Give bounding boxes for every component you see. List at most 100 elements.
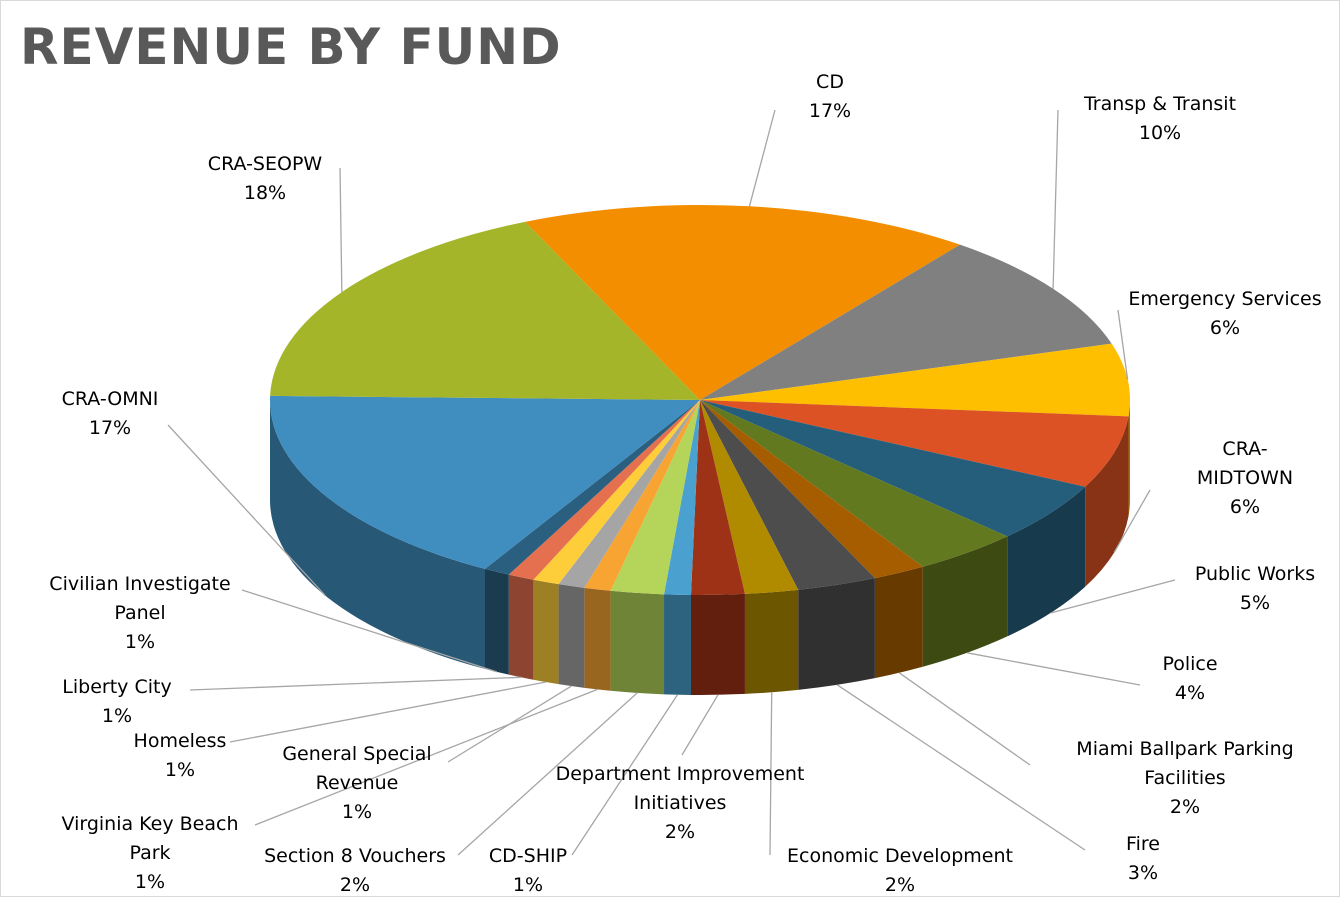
leader-line: [898, 672, 1031, 766]
value-label: 10%: [1138, 122, 1182, 144]
value-label: 2%: [1169, 796, 1201, 818]
value-label: 1%: [341, 801, 373, 823]
slice: [700, 244, 1112, 400]
slice-side: [485, 568, 509, 675]
value-label: 17%: [808, 100, 852, 122]
value-label: 1%: [512, 874, 544, 896]
leader-line: [241, 589, 498, 673]
category-label: Homeless: [133, 730, 227, 752]
slice: [700, 400, 1086, 537]
slice-side: [664, 594, 691, 695]
value-label: 2%: [339, 874, 371, 896]
category-label: Police: [1162, 653, 1218, 675]
leader-line: [447, 685, 572, 763]
category-label: Public Works: [1194, 563, 1316, 585]
value-label: 17%: [88, 417, 132, 439]
value-label: 2%: [664, 821, 696, 843]
leader-line: [1050, 579, 1176, 614]
leader-line: [254, 688, 598, 826]
data-label: Miami Ballpark Parking Facilities 2%: [1050, 735, 1320, 822]
slice: [584, 400, 700, 591]
leader-line: [1052, 109, 1059, 289]
slice-side: [270, 400, 485, 669]
data-label: Homeless 1%: [120, 727, 240, 785]
value-label: 18%: [243, 182, 287, 204]
category-label: CRA-SEOPW: [207, 153, 323, 175]
data-label: General Special Revenue 1%: [267, 740, 447, 827]
slice: [700, 343, 1130, 417]
data-label: Department Improvement Initiatives 2%: [550, 760, 810, 847]
category-label: Fire: [1126, 833, 1160, 855]
leader-line: [966, 652, 1141, 686]
data-label: Public Works 5%: [1175, 560, 1335, 618]
slice: [269, 395, 700, 569]
value-label: 2%: [884, 874, 916, 896]
slice-side: [533, 579, 559, 685]
slice: [485, 400, 700, 575]
category-label: Civilian Investigate Panel: [49, 573, 231, 624]
category-label: Section 8 Vouchers: [264, 845, 446, 867]
slice-side: [1128, 400, 1130, 517]
leader-line: [1117, 309, 1129, 380]
category-label: Liberty City: [62, 676, 172, 698]
data-label: CRA-OMNI 17%: [40, 385, 180, 443]
slice: [664, 400, 700, 595]
data-label: Liberty City 1%: [47, 673, 187, 731]
slice: [558, 400, 700, 588]
slice: [610, 400, 700, 595]
slice: [270, 221, 700, 400]
data-label: Civilian Investigate Panel 1%: [30, 570, 250, 657]
chart-title: REVENUE BY FUND: [20, 18, 562, 76]
category-label: CRA-OMNI: [61, 388, 159, 410]
slice: [700, 400, 875, 590]
slice-side: [690, 593, 745, 695]
value-label: 1%: [164, 759, 196, 781]
category-label: CD: [816, 71, 844, 93]
slice: [700, 400, 1008, 567]
leader-line: [457, 692, 638, 856]
category-label: Emergency Services: [1128, 288, 1322, 310]
data-label: Police 4%: [1140, 650, 1240, 708]
category-label: Economic Development: [787, 845, 1013, 867]
slice: [508, 400, 700, 580]
value-label: 3%: [1127, 862, 1159, 884]
data-label: CRA-MIDTOWN 6%: [1185, 435, 1305, 522]
slice: [700, 400, 923, 579]
data-label: CD 17%: [760, 68, 900, 126]
leader-line: [571, 694, 679, 856]
slice-side: [508, 574, 534, 680]
slice-side: [922, 536, 1008, 667]
slice: [525, 205, 960, 400]
data-label: Fire 3%: [1103, 830, 1183, 888]
category-label: CD-SHIP: [488, 845, 568, 867]
slice: [533, 400, 700, 585]
data-label: Economic Development 2%: [770, 842, 1030, 900]
value-label: 5%: [1239, 592, 1271, 614]
value-label: 1%: [134, 871, 166, 893]
category-label: Transp & Transit: [1083, 93, 1237, 115]
category-label: General Special Revenue: [282, 743, 432, 794]
slice-side: [1085, 416, 1129, 587]
slice: [700, 400, 1129, 487]
data-label: CD-SHIP 1%: [473, 842, 583, 900]
value-label: 1%: [124, 631, 156, 653]
slice-side: [558, 584, 585, 688]
slice-side: [1007, 486, 1086, 637]
value-label: 6%: [1209, 317, 1241, 339]
slice-side: [610, 590, 665, 695]
slice-side: [584, 587, 611, 691]
leader-line: [681, 694, 719, 756]
category-label: CRA-MIDTOWN: [1196, 438, 1294, 489]
data-label: CRA-SEOPW 18%: [185, 150, 345, 208]
leader-line: [1113, 489, 1151, 553]
category-label: Virginia Key Beach Park: [61, 813, 239, 864]
value-label: 4%: [1174, 682, 1206, 704]
leader-line: [339, 167, 343, 293]
leader-line: [229, 681, 547, 743]
leader-line: [748, 109, 776, 207]
category-label: Department Improvement Initiatives: [555, 763, 805, 814]
slice-side: [798, 578, 875, 690]
leader-line: [836, 684, 1086, 851]
leader-line: [189, 676, 522, 691]
